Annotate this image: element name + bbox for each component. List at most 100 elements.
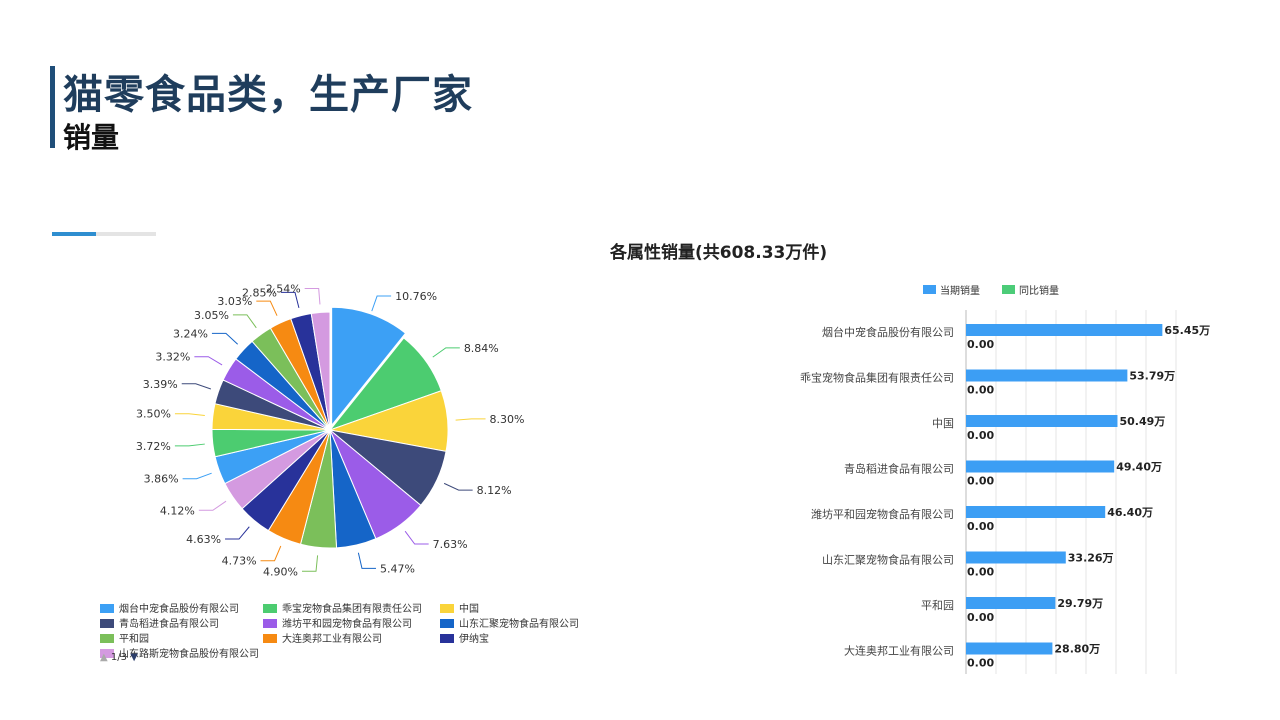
- bar-value-label: 49.40万: [1116, 461, 1162, 474]
- legend-label: 伊纳宝: [459, 634, 489, 645]
- pie-label-leader: [260, 545, 282, 562]
- bar-yoy-label: 0.00: [967, 566, 994, 579]
- pie-label-leader: [432, 347, 460, 358]
- pie-slice[interactable]: [310, 311, 331, 431]
- bar-category-label: 山东汇聚宠物食品有限公司: [822, 553, 954, 567]
- bar-value-label: 29.79万: [1057, 597, 1103, 610]
- pie-label-leader: [232, 314, 257, 329]
- pie-data-label: 3.32%: [155, 351, 190, 364]
- pie-slice[interactable]: [331, 306, 407, 427]
- bar-category-label: 青岛稻进食品有限公司: [844, 462, 954, 476]
- pie-label-leader: [181, 383, 212, 390]
- legend-swatch: [100, 649, 114, 658]
- bar-category-label: 烟台中宠食品股份有限公司: [822, 325, 954, 339]
- pie-data-label: 2.54%: [266, 282, 301, 295]
- legend-swatch: [440, 604, 454, 613]
- pie-label-leader: [280, 291, 300, 309]
- pie-data-label: 4.73%: [222, 555, 257, 568]
- legend-swatch: [440, 619, 454, 628]
- legend-swatch: [263, 619, 277, 628]
- pie-data-label: 5.47%: [380, 562, 415, 575]
- bar-legend-swatch: [1002, 285, 1015, 294]
- legend-item[interactable]: 伊纳宝: [440, 633, 489, 647]
- pie-label-leader: [174, 413, 205, 417]
- bar-value-label: 65.45万: [1164, 324, 1210, 337]
- bar-current[interactable]: [966, 597, 1056, 609]
- pie-data-label: 4.12%: [160, 504, 195, 517]
- bar-current[interactable]: [966, 369, 1128, 382]
- pie-label-leader: [256, 300, 278, 316]
- bar-current[interactable]: [966, 551, 1066, 564]
- bar-yoy-label: 0.00: [967, 475, 994, 488]
- legend-item[interactable]: 山东路斯宠物食品股份有限公司: [100, 648, 259, 662]
- legend-pager: ▲ 1/3 ▼: [100, 652, 138, 663]
- pie-data-label: 7.63%: [433, 538, 468, 551]
- page-subtitle: 销量: [63, 121, 120, 154]
- bar-yoy-label: 0.00: [967, 657, 994, 670]
- legend-swatch: [263, 634, 277, 643]
- legend-swatch: [440, 634, 454, 643]
- page-title: 猫零食品类，生产厂家: [63, 72, 473, 118]
- pie-label-leader: [182, 472, 212, 480]
- legend-swatch: [100, 604, 114, 613]
- legend-label: 潍坊平和园宠物食品有限公司: [282, 619, 412, 630]
- legend-label: 烟台中宠食品股份有限公司: [119, 604, 239, 615]
- decorative-divider: [52, 232, 156, 236]
- bar-value-label: 53.79万: [1129, 370, 1175, 383]
- pie-data-label: 3.39%: [143, 378, 178, 391]
- bar-category-label: 乖宝宠物食品集团有限责任公司: [800, 371, 954, 385]
- bar-current[interactable]: [966, 460, 1115, 473]
- legend-label: 乖宝宠物食品集团有限责任公司: [282, 604, 422, 615]
- pie-data-label: 3.05%: [194, 309, 229, 322]
- bar-current[interactable]: [966, 415, 1118, 427]
- legend-item[interactable]: 青岛稻进食品有限公司: [100, 618, 219, 632]
- legend-label: 青岛稻进食品有限公司: [119, 619, 219, 630]
- legend-item[interactable]: 中国: [440, 603, 479, 617]
- legend-item[interactable]: 烟台中宠食品股份有限公司: [100, 603, 239, 617]
- bar-yoy-label: 0.00: [967, 611, 994, 624]
- bar-yoy-label: 0.00: [967, 384, 994, 397]
- pie-label-leader: [455, 418, 486, 421]
- bar-value-label: 33.26万: [1068, 552, 1114, 565]
- legend-item[interactable]: 潍坊平和园宠物食品有限公司: [263, 618, 412, 632]
- pager-down-icon[interactable]: ▼: [130, 652, 138, 663]
- bar-category-label: 中国: [932, 417, 954, 430]
- legend-item[interactable]: 大连奥邦工业有限公司: [263, 633, 382, 647]
- bar-value-label: 28.80万: [1054, 643, 1100, 656]
- bar-legend-label[interactable]: 当期销量: [940, 284, 980, 297]
- pie-data-label: 8.12%: [477, 484, 512, 497]
- pie-label-leader: [211, 332, 239, 345]
- legend-swatch: [100, 619, 114, 628]
- bar-current[interactable]: [966, 324, 1163, 336]
- pie-data-label: 8.84%: [464, 342, 499, 355]
- pie-label-leader: [302, 555, 319, 572]
- pie-label-leader: [174, 443, 205, 447]
- pie-label-leader: [443, 482, 473, 491]
- pie-data-label: 3.03%: [217, 295, 252, 308]
- legend-item[interactable]: 平和园: [100, 633, 149, 647]
- pie-data-label: 3.24%: [173, 327, 208, 340]
- pie-label-leader: [304, 287, 321, 305]
- bar-current[interactable]: [966, 642, 1053, 655]
- bar-yoy-label: 0.00: [967, 429, 994, 442]
- pager-current: 1: [110, 652, 118, 663]
- bar-category-label: 大连奥邦工业有限公司: [844, 644, 954, 658]
- pie-label-leader: [357, 552, 376, 569]
- legend-swatch: [100, 634, 114, 643]
- pie-data-label: 2.85%: [242, 286, 277, 299]
- bar-category-label: 潍坊平和园宠物食品有限公司: [811, 507, 954, 521]
- pie-data-label: 3.72%: [136, 440, 171, 453]
- legend-swatch: [263, 604, 277, 613]
- chart-title: 各属性销量(共608.33万件): [610, 243, 828, 263]
- title-accent-bar: [50, 66, 55, 148]
- pie-data-label: 3.50%: [136, 408, 171, 421]
- legend-item[interactable]: 乖宝宠物食品集团有限责任公司: [263, 603, 422, 617]
- legend-item[interactable]: 山东汇聚宠物食品有限公司: [440, 618, 579, 632]
- bar-legend-label[interactable]: 同比销量: [1019, 284, 1059, 297]
- bar-current[interactable]: [966, 506, 1106, 518]
- pager-total: 3: [120, 652, 128, 663]
- legend-label: 山东路斯宠物食品股份有限公司: [119, 649, 259, 660]
- bar-yoy-label: 0.00: [967, 338, 994, 351]
- pager-up-icon[interactable]: ▲: [100, 652, 108, 663]
